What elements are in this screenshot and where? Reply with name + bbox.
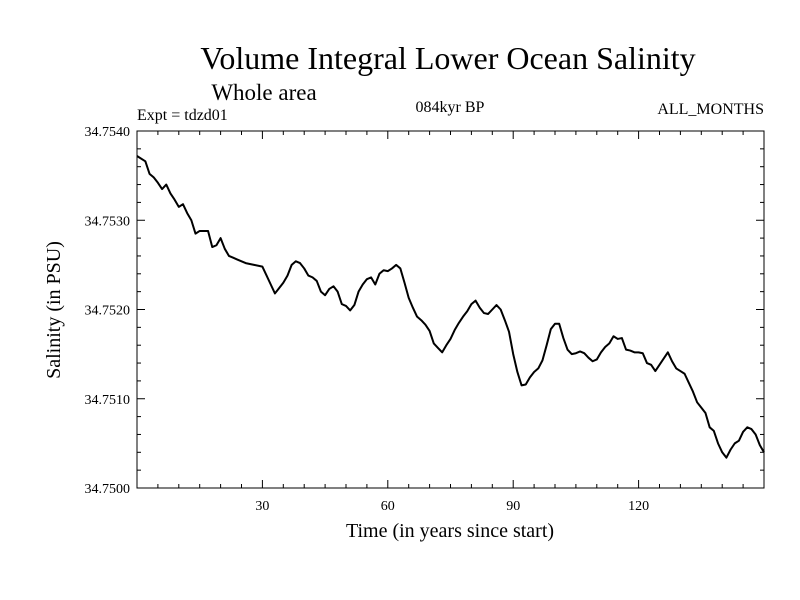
x-tick-label: 90 bbox=[506, 499, 520, 514]
y-tick-label: 34.7520 bbox=[85, 304, 131, 319]
experiment-label: Expt = tdzd01 bbox=[137, 107, 228, 124]
y-tick-label: 34.7500 bbox=[85, 482, 131, 497]
x-axis-title: Time (in years since start) bbox=[346, 520, 554, 542]
period-label: 084kyr BP bbox=[416, 99, 485, 116]
x-axis-ticks: 30 60 90 120 bbox=[157, 131, 744, 514]
x-tick-label: 60 bbox=[381, 499, 395, 514]
y-tick-label: 34.7540 bbox=[85, 125, 131, 140]
y-axis-title: Salinity (in PSU) bbox=[43, 241, 65, 379]
x-tick-label: 120 bbox=[628, 499, 649, 514]
y-tick-label: 34.7530 bbox=[85, 214, 131, 229]
chart-subtitle: Whole area bbox=[211, 80, 316, 105]
plot-frame bbox=[136, 130, 765, 489]
salinity-series-line bbox=[136, 155, 765, 459]
x-tick-label: 30 bbox=[255, 499, 269, 514]
months-label: ALL_MONTHS bbox=[657, 101, 764, 118]
chart-title: Volume Integral Lower Ocean Salinity bbox=[200, 40, 695, 76]
y-tick-label: 34.7510 bbox=[85, 393, 131, 408]
y-axis-ticks: 34.7500 34.7510 34.7520 34.7530 34.7540 bbox=[85, 125, 764, 497]
